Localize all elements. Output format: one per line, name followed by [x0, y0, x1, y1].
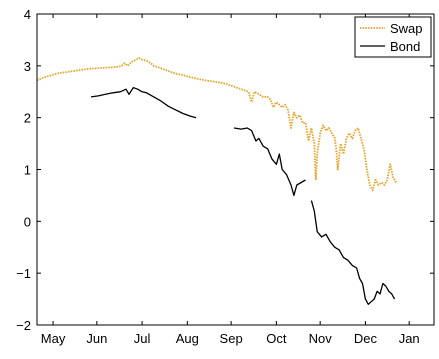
x-tick-label: Nov [309, 331, 333, 346]
y-tick-label: 1 [24, 163, 31, 178]
axes-layer: −2 −1 0 1 2 3 4 May Jun Jul Aug Sep Oct Nov Dec Jan [16, 7, 435, 346]
legend: Swap Bond [354, 16, 432, 58]
y-tick-label: −2 [16, 318, 31, 333]
legend-box [354, 16, 432, 58]
bond-series-line-3 [310, 200, 396, 305]
legend-label-bond: Bond [390, 39, 420, 54]
x-tick-label: Jul [134, 331, 151, 346]
y-tick-label: −1 [16, 266, 31, 281]
y-tick-label: 3 [24, 59, 31, 74]
series-layer [36, 57, 397, 305]
x-tick-label: Sep [220, 331, 243, 346]
y-tick-label: 0 [24, 214, 31, 229]
legend-label-swap: Swap [390, 21, 423, 36]
plot-background [37, 14, 434, 325]
bond-series-line-2 [233, 127, 306, 197]
x-tick-label: Jun [86, 331, 107, 346]
x-tick-label: Aug [176, 331, 199, 346]
y-tick-label: 2 [24, 111, 31, 126]
x-tick-label: Oct [266, 331, 287, 346]
y-tick-label: 4 [24, 7, 31, 22]
x-tick-label: Jan [399, 331, 420, 346]
bond-series-line-1 [90, 86, 197, 119]
x-tick-label: May [41, 331, 66, 346]
x-tick-label: Dec [354, 331, 378, 346]
swap-series-line [36, 57, 397, 192]
